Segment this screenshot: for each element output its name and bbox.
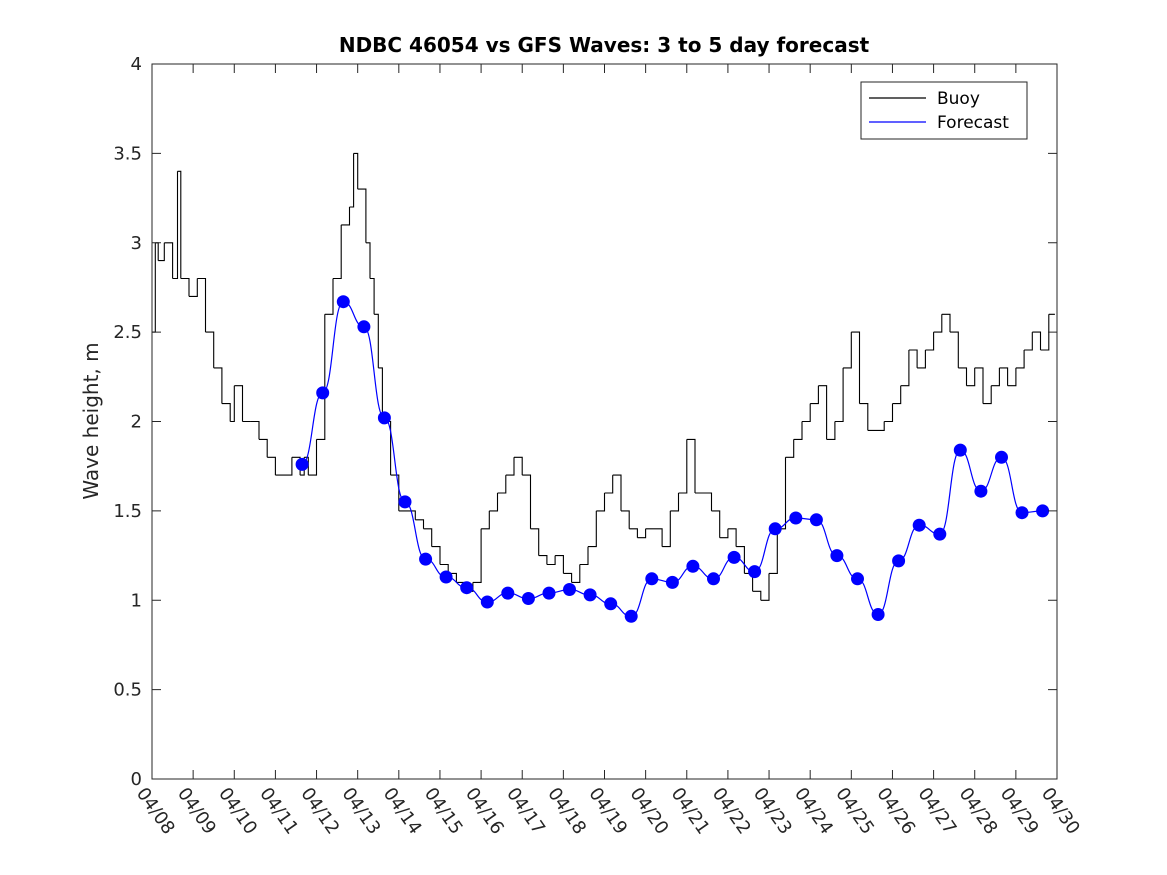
forecast-marker-8 [460, 581, 474, 595]
legend-box [860, 81, 1028, 140]
y-tick-label-0: 0 [131, 769, 142, 790]
forecast-marker-17 [645, 572, 659, 586]
y-tick-label-6: 3 [131, 233, 142, 254]
forecast-marker-36 [1036, 504, 1050, 518]
y-tick-label-4: 2 [131, 412, 142, 433]
forecast-marker-11 [521, 592, 535, 605]
y-tick-label-8: 4 [131, 54, 142, 75]
forecast-marker-34 [995, 450, 1008, 464]
legend-forecast-label: Forecast [937, 113, 1009, 133]
y-tick-label-5: 2.5 [113, 322, 142, 343]
forecast-marker-32 [953, 443, 967, 457]
forecast-marker-9 [480, 595, 494, 609]
y-tick-label-1: 0.5 [113, 680, 142, 701]
forecast-marker-23 [768, 522, 782, 536]
chart-title: NDBC 46054 vs GFS Waves: 3 to 5 day fore… [339, 33, 870, 57]
forecast-marker-12 [542, 586, 556, 600]
forecast-marker-14 [583, 588, 597, 602]
forecast-marker-20 [707, 572, 720, 586]
forecast-marker-25 [809, 513, 823, 527]
y-axis-label: Wave height, m [79, 342, 103, 499]
forecast-marker-5 [398, 495, 412, 509]
forecast-marker-28 [871, 608, 885, 621]
forecast-marker-1 [316, 386, 330, 400]
forecast-marker-22 [748, 565, 762, 579]
forecast-marker-33 [974, 484, 988, 498]
forecast-marker-30 [912, 518, 926, 532]
legend: Buoy Forecast [860, 81, 1028, 140]
legend-buoy-label: Buoy [937, 89, 980, 109]
forecast-marker-3 [357, 320, 371, 334]
plot-area [152, 152, 1055, 623]
forecast-marker-24 [789, 511, 803, 525]
forecast-marker-21 [727, 550, 741, 564]
forecast-marker-18 [665, 575, 679, 589]
forecast-marker-15 [604, 597, 618, 611]
forecast-marker-29 [892, 554, 906, 568]
forecast-marker-26 [830, 549, 844, 563]
forecast-marker-10 [501, 586, 515, 600]
forecast-marker-27 [851, 572, 864, 586]
forecast-marker-0 [295, 457, 309, 471]
forecast-marker-6 [419, 552, 433, 566]
forecast-marker-13 [563, 583, 576, 596]
y-tick-label-2: 1 [131, 590, 142, 611]
y-tick-label-3: 1.5 [113, 501, 142, 522]
forecast-marker-19 [686, 559, 700, 573]
forecast-marker-7 [439, 570, 453, 584]
forecast-marker-4 [377, 411, 391, 425]
forecast-marker-16 [624, 609, 638, 623]
y-tick-label-7: 3.5 [113, 143, 142, 164]
forecast-marker-31 [933, 527, 947, 541]
forecast-marker-35 [1015, 506, 1029, 520]
forecast-marker-2 [336, 295, 350, 309]
